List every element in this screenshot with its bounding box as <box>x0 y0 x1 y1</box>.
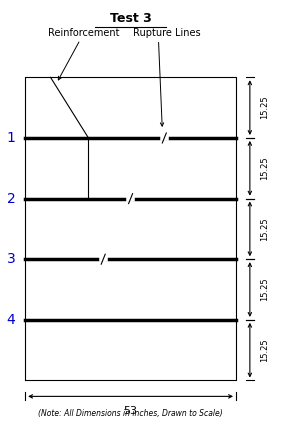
Text: Rupture Lines: Rupture Lines <box>133 28 200 37</box>
Text: Test 3: Test 3 <box>110 12 151 25</box>
Text: 1: 1 <box>6 131 15 145</box>
Text: 2: 2 <box>6 192 15 206</box>
Text: (Note: All Dimensions in inches, Drawn to Scale): (Note: All Dimensions in inches, Drawn t… <box>38 409 223 418</box>
Text: 15.25: 15.25 <box>260 96 269 119</box>
Text: 3: 3 <box>6 252 15 266</box>
Text: 15.25: 15.25 <box>260 156 269 180</box>
Text: Reinforcement: Reinforcement <box>48 28 120 37</box>
Text: 53: 53 <box>124 406 138 416</box>
Text: 15.25: 15.25 <box>260 338 269 362</box>
Text: 4: 4 <box>6 313 15 327</box>
Text: 15.25: 15.25 <box>260 278 269 301</box>
Text: 15.25: 15.25 <box>260 217 269 241</box>
